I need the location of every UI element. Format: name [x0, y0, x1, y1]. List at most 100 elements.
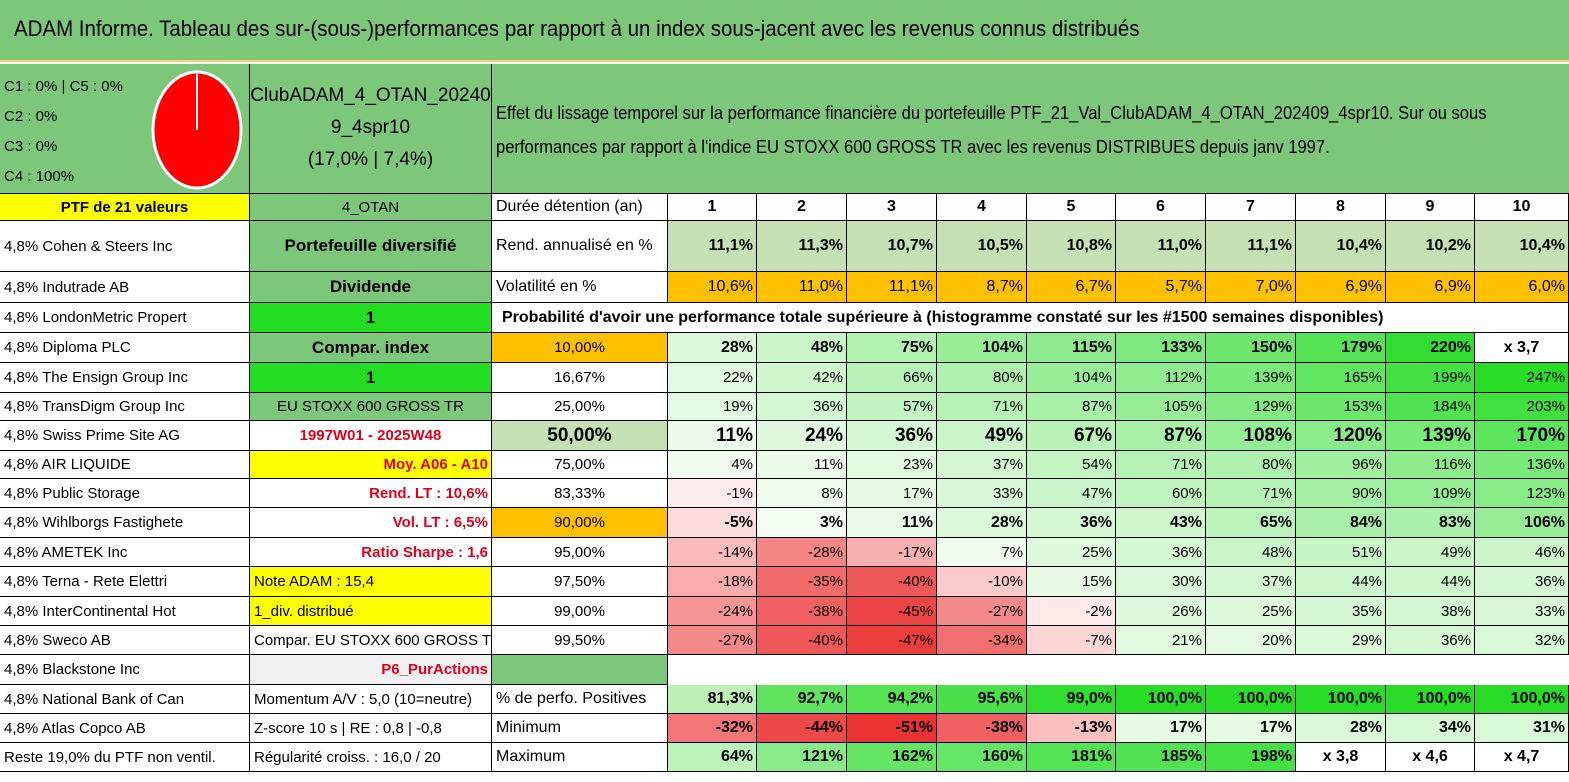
quantile-value: 44%: [1296, 567, 1386, 597]
holding-row: 4,8% Atlas Copco AB: [0, 714, 250, 743]
quantile-value: 106%: [1475, 508, 1569, 538]
quantile-value: -10%: [937, 567, 1027, 597]
quantile-value: 80%: [1206, 451, 1296, 479]
quantile-label: 90,00%: [492, 508, 668, 538]
ptf-header: PTF de 21 valeurs: [0, 194, 250, 221]
holding-row: 4,8% Wihlborgs Fastighete: [0, 508, 250, 538]
quantile-value: 28%: [668, 333, 757, 363]
quantile-value: 35%: [1296, 597, 1386, 626]
portfolio-perf: (17,0% | 7,4%): [307, 149, 434, 170]
quantile-value: 104%: [937, 333, 1027, 363]
quantile-value: 36%: [1386, 626, 1475, 655]
year-header: 6: [1116, 194, 1206, 221]
quantile-value: 11%: [668, 421, 757, 451]
quantile-value: 15%: [1027, 567, 1116, 597]
quantile-label: 99,50%: [492, 626, 668, 655]
quantile-value: -34%: [937, 626, 1027, 655]
summary-value: 198%: [1206, 743, 1296, 772]
summary-value: 95,6%: [937, 685, 1027, 714]
quantile-value: 11%: [847, 508, 937, 538]
quantile-value: 84%: [1296, 508, 1386, 538]
quantile-value: 220%: [1386, 333, 1475, 363]
summary-value: 28%: [1296, 714, 1386, 743]
volatility-value: 6,7%: [1027, 272, 1116, 303]
quantile-value: 30%: [1116, 567, 1206, 597]
quantile-value: 104%: [1027, 363, 1116, 393]
quantile-value: -28%: [757, 538, 847, 567]
quantile-value: -14%: [668, 538, 757, 567]
quantile-value: 37%: [937, 451, 1027, 479]
year-header: 7: [1206, 194, 1296, 221]
quantile-label: 10,00%: [492, 333, 668, 363]
quantile-value: -45%: [847, 597, 937, 626]
quantile-value: 36%: [757, 393, 847, 421]
year-header: 1: [668, 194, 757, 221]
index-name: EU STOXX 600 GROSS TR: [250, 393, 492, 421]
summary-value: 100,0%: [1116, 685, 1206, 714]
growth-regularity: Régularité croiss. : 16,0 / 20: [250, 743, 492, 772]
volatility-value: 6,9%: [1386, 272, 1475, 303]
quantile-value: 150%: [1206, 333, 1296, 363]
quantile-value: 36%: [1027, 508, 1116, 538]
separator-cell: [492, 655, 668, 685]
portfolio-type: P6_PurActions: [250, 655, 492, 685]
quantile-value: 66%: [847, 363, 937, 393]
summary-value: 99,0%: [1027, 685, 1116, 714]
quantile-value: 23%: [847, 451, 937, 479]
z-score: Z-score 10 s | RE : 0,8 | -0,8: [250, 714, 492, 743]
return-value: 10,8%: [1027, 221, 1116, 272]
description-text: Effet du lissage temporel sur la perform…: [496, 103, 1487, 157]
quantile-label: 50,00%: [492, 421, 668, 451]
quantile-value: 165%: [1296, 363, 1386, 393]
quantile-value: -2%: [1027, 597, 1116, 626]
quantile-value: 51%: [1296, 538, 1386, 567]
quantile-value: 38%: [1386, 597, 1475, 626]
return-value: 10,4%: [1475, 221, 1569, 272]
quantile-value: 46%: [1475, 538, 1569, 567]
quantile-value: 54%: [1027, 451, 1116, 479]
quantile-value: 116%: [1386, 451, 1475, 479]
flag-1b: 1: [250, 363, 492, 393]
quantile-value: 247%: [1475, 363, 1569, 393]
portfolio-name-line2: 9_4spr10: [330, 117, 411, 138]
volatility-value: 10,6%: [668, 272, 757, 303]
otan-header: 4_OTAN: [250, 194, 492, 221]
quantile-value: 129%: [1206, 393, 1296, 421]
return-value: 10,5%: [937, 221, 1027, 272]
blank-cell: [1475, 303, 1569, 333]
quantile-value: 83%: [1386, 508, 1475, 538]
return-value: 11,3%: [757, 221, 847, 272]
summary-value: -51%: [847, 714, 937, 743]
holding-row: 4,8% Sweco AB: [0, 626, 250, 655]
summary-value: 160%: [937, 743, 1027, 772]
quantile-value: 71%: [1206, 479, 1296, 508]
quantile-value: 123%: [1475, 479, 1569, 508]
year-header: 9: [1386, 194, 1475, 221]
adam-score: Note ADAM : 15,4: [250, 567, 492, 597]
quantile-value: 28%: [937, 508, 1027, 538]
return-value: 11,1%: [668, 221, 757, 272]
summary-label: Minimum: [492, 714, 668, 743]
summary-value: 92,7%: [757, 685, 847, 714]
summary-value: x 4,6: [1386, 743, 1475, 772]
quantile-value: 36%: [1475, 567, 1569, 597]
quantile-value: -27%: [937, 597, 1027, 626]
quantile-value: -35%: [757, 567, 847, 597]
compare-index-label: Compar. index: [250, 333, 492, 363]
quantile-label: 95,00%: [492, 538, 668, 567]
pie-label-c4: C4 : 100%: [4, 168, 75, 185]
quantile-label: 99,00%: [492, 597, 668, 626]
holding-row: 4,8% National Bank of Can: [0, 685, 250, 714]
volatility-value: 6,9%: [1296, 272, 1386, 303]
quantile-value: 96%: [1296, 451, 1386, 479]
long-term-volatility: Vol. LT : 6,5%: [250, 508, 492, 538]
description-panel: Effet du lissage temporel sur la perform…: [492, 64, 1569, 194]
quantile-value: 36%: [1116, 538, 1206, 567]
quantile-value: 49%: [1386, 538, 1475, 567]
quantile-value: -38%: [757, 597, 847, 626]
return-value: 11,1%: [1206, 221, 1296, 272]
quantile-value: 44%: [1386, 567, 1475, 597]
summary-value: 34%: [1386, 714, 1475, 743]
summary-value: 17%: [1116, 714, 1206, 743]
quantile-value: 32%: [1475, 626, 1569, 655]
